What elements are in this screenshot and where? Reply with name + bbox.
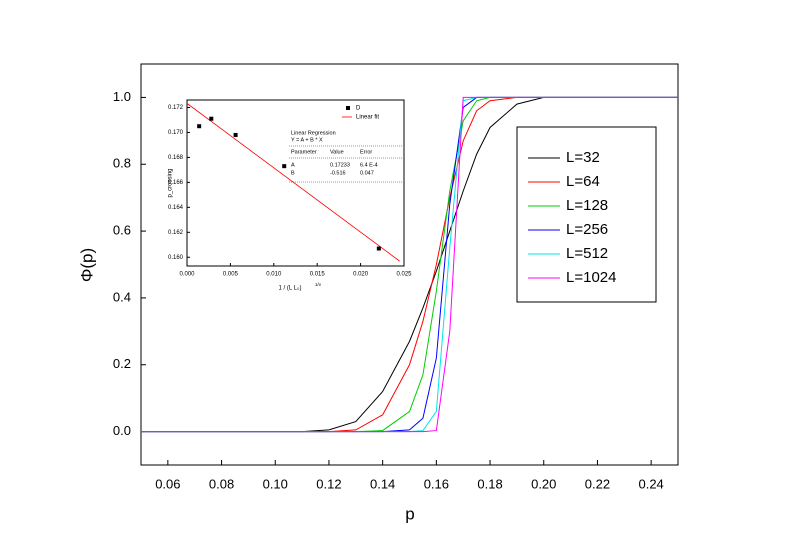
x-axis-label: 1 / (L L₀) (279, 286, 302, 292)
x-tick-label: 0.14 (370, 476, 395, 491)
x-tick-label: 0.025 (396, 272, 412, 278)
table-cell: A (291, 162, 295, 168)
y-tick-label: 0.0 (113, 423, 131, 438)
table-cell: 6.4 E-4 (360, 162, 378, 168)
inset-bg (158, 92, 413, 302)
point (197, 124, 202, 129)
x-tick-label: 0.005 (223, 272, 239, 278)
y-tick-label: 0.164 (168, 205, 184, 211)
x-tick-label: 0.010 (266, 272, 282, 278)
x-tick-label: 0.20 (531, 476, 556, 491)
y-tick-label: 0.160 (168, 255, 184, 261)
plot-frame (186, 99, 405, 267)
point (209, 116, 214, 121)
x-tick-label: 0.10 (263, 476, 288, 491)
x-tick-label: 0.015 (310, 272, 326, 278)
x-axis-label: p (405, 504, 414, 523)
legend-label: L=1024 (566, 269, 616, 286)
table-header: Parameter (291, 149, 317, 155)
series-line (141, 96, 678, 433)
y-tick-label: 1.0 (113, 89, 131, 104)
legend-marker (346, 106, 350, 110)
y-axis-label: Φ(p) (77, 248, 96, 282)
legend-label: L=512 (566, 245, 608, 262)
fit-line (186, 103, 400, 262)
legend-label: L=128 (566, 197, 608, 214)
point (233, 132, 238, 137)
table-header: Value (330, 149, 344, 155)
legend-box (516, 126, 657, 303)
table-equation: Y = A + B * X (291, 137, 323, 143)
legend-label: D (356, 106, 361, 112)
table-cell: -0.516 (330, 170, 346, 176)
x-tick-label: 0.16 (424, 476, 449, 491)
legend-label: L=32 (566, 149, 600, 166)
x-tick-label: 0.000 (179, 272, 195, 278)
x-axis-label-sup: 1/ν (315, 282, 322, 287)
x-tick-label: 0.22 (585, 476, 610, 491)
table-cell: 0.17233 (330, 162, 350, 168)
point (376, 246, 381, 251)
legend-label: L=64 (566, 173, 600, 190)
point (282, 164, 287, 169)
y-tick-label: 0.8 (113, 156, 131, 171)
x-tick-label: 0.12 (316, 476, 341, 491)
y-tick-label: 0.6 (113, 223, 131, 238)
y-tick-label: 0.162 (168, 230, 184, 236)
table-header: Error (360, 149, 372, 155)
y-tick-label: 0.168 (168, 155, 184, 161)
x-tick-label: 0.24 (638, 476, 663, 491)
y-tick-label: 0.2 (113, 356, 131, 371)
y-tick-label: 0.166 (168, 180, 184, 186)
x-tick-label: 0.08 (209, 476, 234, 491)
table-title: Linear Regression (291, 130, 336, 136)
table-cell: 0.047 (360, 170, 374, 176)
y-axis-label: p_crossing (168, 168, 174, 197)
y-tick-label: 0.170 (168, 130, 184, 136)
series-line (141, 96, 678, 433)
y-tick-label: 0.172 (168, 105, 184, 111)
y-tick-label: 0.4 (113, 289, 131, 304)
x-tick-label: 0.06 (155, 476, 180, 491)
legend-label: Linear fit (356, 115, 379, 121)
x-tick-label: 0.020 (353, 272, 369, 278)
table-cell: B (291, 170, 295, 176)
legend-label: L=256 (566, 221, 608, 238)
x-tick-label: 0.18 (477, 476, 502, 491)
plot-frame (140, 63, 679, 466)
